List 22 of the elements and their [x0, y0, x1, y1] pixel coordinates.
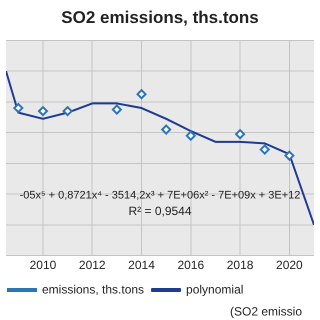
chart-title: SO2 emissions, ths.tons [61, 8, 259, 27]
legend-label: polynomial [186, 282, 244, 296]
annotation: R² = 0,9544 [128, 204, 192, 218]
point [161, 124, 172, 135]
point [112, 104, 122, 115]
point [13, 103, 24, 114]
x-tick-label: 2018 [226, 258, 254, 272]
text: (SO2 emissio [230, 304, 302, 318]
x-tick-label: 2010 [30, 258, 57, 272]
point [38, 106, 48, 116]
legend-label: emissions, ths.tons [42, 282, 144, 296]
x-tick-label: 2020 [276, 258, 304, 272]
annotation: -05x⁵ + 0,8721x⁴ - 3514,2x³ + 7E+06x² - 7E+09x + 3E+12 [20, 190, 300, 202]
point [235, 129, 246, 140]
point [260, 144, 270, 155]
point [136, 89, 147, 100]
x-tick-label: 2014 [128, 258, 156, 272]
x-tick-label: 2016 [177, 258, 204, 272]
x-tick-label: 2012 [78, 258, 106, 272]
point [284, 150, 294, 161]
point [186, 130, 196, 141]
point [62, 106, 73, 116]
